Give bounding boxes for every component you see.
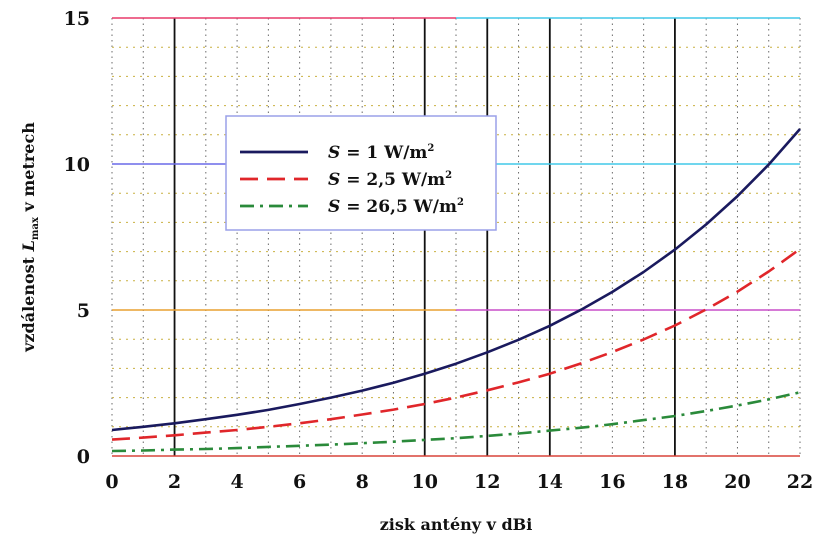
x-tick-label: 0 <box>105 471 118 493</box>
series-line-2 <box>111 247 801 441</box>
x-tick-label: 14 <box>537 471 563 493</box>
legend-label-3: S = 26,5 W/m2 <box>328 197 464 217</box>
x-tick-label: 8 <box>356 471 369 493</box>
plot-background <box>112 18 800 456</box>
x-tick-label: 16 <box>599 471 625 493</box>
x-tick-label: 22 <box>787 471 813 493</box>
y-tick-label: 10 <box>64 154 90 176</box>
legend-label-2: S = 2,5 W/m2 <box>328 170 452 190</box>
x-tick-label: 4 <box>230 471 243 493</box>
y-tick-label: 15 <box>64 8 90 30</box>
y-tick-label: 5 <box>77 300 90 322</box>
x-tick-labels: 0 2 4 6 8 10 12 14 16 18 20 22 <box>105 471 813 493</box>
x-tick-label: 12 <box>474 471 500 493</box>
x-tick-label: 18 <box>662 471 688 493</box>
x-tick-label: 6 <box>293 471 306 493</box>
y-tick-label: 0 <box>77 446 90 468</box>
legend: S = 1 W/m2 S = 2,5 W/m2 S = 26,5 W/m2 <box>225 115 497 231</box>
y-axis-label: vzdálenost Lmax v metrech <box>19 122 41 353</box>
series-line-1 <box>111 128 801 432</box>
y-tick-labels: 0 5 10 15 <box>64 8 90 468</box>
x-axis-label: zisk antény v dBi <box>380 515 533 534</box>
x-tick-label: 10 <box>412 471 438 493</box>
x-tick-label: 20 <box>724 471 750 493</box>
major-gridlines <box>112 17 800 457</box>
legend-box <box>225 115 497 231</box>
series-lines <box>111 128 801 453</box>
legend-label-1: S = 1 W/m2 <box>328 143 434 163</box>
x-tick-label: 2 <box>168 471 181 493</box>
